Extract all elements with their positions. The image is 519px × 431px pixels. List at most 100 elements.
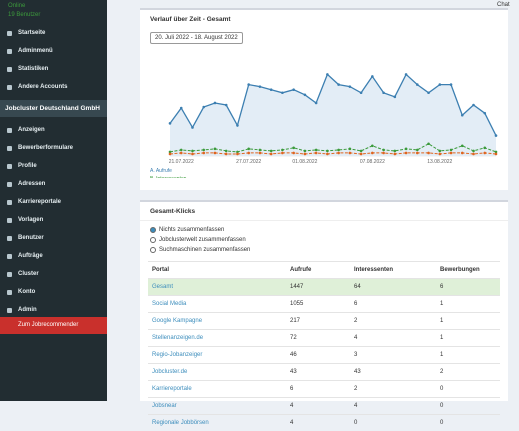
company: Jobcluster Deutschland GmbH (0, 100, 107, 117)
point (202, 148, 206, 152)
point (213, 151, 217, 155)
radio[interactable] (150, 227, 156, 233)
point (348, 151, 352, 155)
point (168, 152, 172, 156)
cell: 4 (354, 335, 358, 341)
cell: 4 (290, 420, 294, 426)
menu-item[interactable]: Andere Accounts (0, 79, 107, 96)
menu-item[interactable]: Konto (0, 284, 107, 301)
cell[interactable]: Gesamt (152, 284, 174, 290)
point (247, 151, 250, 155)
cell[interactable]: Jobcluster.de (152, 369, 188, 375)
point (494, 152, 498, 156)
point (404, 73, 408, 76)
cell[interactable]: Regio-Jobanzeiger (152, 352, 203, 358)
table-row: Gesamt 1447 64 6 (148, 278, 500, 295)
point (258, 151, 262, 155)
menu-item[interactable]: Vorlagen (0, 212, 107, 229)
x-tick-label: 13.08.2022 (427, 159, 452, 165)
point (236, 124, 239, 127)
point (314, 148, 318, 152)
date-picker[interactable]: 20. Juli 2022 - 18. August 2022 (150, 32, 243, 44)
point (337, 83, 340, 86)
menu-item[interactable]: Admin (0, 302, 107, 319)
cell: 64 (354, 284, 361, 290)
cell: 43 (354, 369, 361, 375)
point (382, 91, 385, 95)
point (303, 149, 307, 153)
point (460, 151, 464, 155)
point (449, 83, 453, 86)
menu-item[interactable]: Bewerberformulare (0, 140, 107, 157)
point (382, 148, 385, 152)
cell: 1447 (290, 284, 304, 290)
table-header: Portal Aufrufe Interessenten Bewerbungen (148, 261, 500, 278)
cell[interactable]: Karriereportale (152, 386, 192, 392)
point (292, 151, 295, 155)
point (292, 88, 295, 91)
point (224, 152, 228, 156)
radio-option[interactable]: Nichts zusammenfassen (150, 227, 224, 233)
menu-item[interactable]: Aufträge (0, 248, 107, 265)
point (404, 151, 408, 155)
cell[interactable]: Social Media (152, 301, 187, 307)
cell[interactable]: Jobsnear (152, 403, 177, 409)
cell: 0 (440, 420, 444, 426)
point (269, 149, 273, 153)
cell[interactable]: Regionale Jobbörsen (152, 420, 209, 426)
point (416, 151, 419, 155)
cell: 6 (290, 386, 294, 392)
cell: 0 (440, 386, 444, 392)
point (314, 101, 318, 105)
recommender[interactable]: Zum Jobrecommender (0, 317, 107, 334)
menu-item[interactable]: Karriereportale (0, 194, 107, 211)
menu-item[interactable]: Adressen (0, 176, 107, 193)
table-row: Jobsnear 4 4 0 (148, 397, 500, 414)
chart-box: Verlauf über Zeit - Gesamt 20. Juli 2022… (140, 8, 508, 190)
point (460, 144, 464, 148)
area (170, 74, 496, 156)
point (269, 88, 273, 91)
point (303, 93, 307, 97)
radio-option[interactable]: Jobclusterwelt zusammenfassen (150, 237, 246, 243)
menu-item[interactable]: Adminmenü (0, 43, 107, 60)
online: Online (8, 3, 26, 9)
point (460, 113, 464, 117)
cell: 43 (290, 369, 297, 375)
line (169, 73, 497, 136)
point (179, 106, 183, 110)
menu-item[interactable]: Statistiken (0, 61, 107, 78)
radio[interactable] (150, 237, 156, 243)
cell: 1055 (290, 301, 304, 307)
point (224, 103, 228, 107)
menu-item[interactable]: Startseite (0, 25, 107, 42)
point (416, 83, 419, 86)
point (472, 152, 475, 156)
legend-entry: B. Interessenten (150, 176, 187, 178)
menu-item[interactable]: Profile (0, 158, 107, 175)
point (292, 146, 295, 150)
chat[interactable]: Chat (497, 2, 510, 8)
point (382, 151, 385, 155)
table-row: Stellenanzeigen.de 72 4 1 (148, 329, 500, 346)
point (449, 148, 453, 152)
point (404, 147, 408, 151)
cell[interactable]: Stellenanzeigen.de (152, 335, 204, 341)
menu-item[interactable]: Benutzer (0, 230, 107, 247)
cell: Bewerbungen (440, 267, 480, 273)
cell[interactable]: Google Kampagne (152, 318, 203, 324)
point (371, 151, 374, 155)
cell: 3 (354, 352, 358, 358)
point (371, 75, 374, 78)
menu-item[interactable]: Cluster (0, 266, 107, 283)
menu-item[interactable]: Anzeigen (0, 122, 107, 139)
radio[interactable] (150, 247, 156, 253)
radio-option[interactable]: Suchmaschinen zusammenfassen (150, 247, 250, 253)
point (438, 149, 442, 153)
point (472, 149, 475, 153)
line (169, 152, 497, 155)
cell: 2 (440, 369, 444, 375)
point (168, 150, 172, 154)
cell: 1 (440, 301, 444, 307)
x-tick-label: 07.08.2022 (360, 159, 385, 165)
